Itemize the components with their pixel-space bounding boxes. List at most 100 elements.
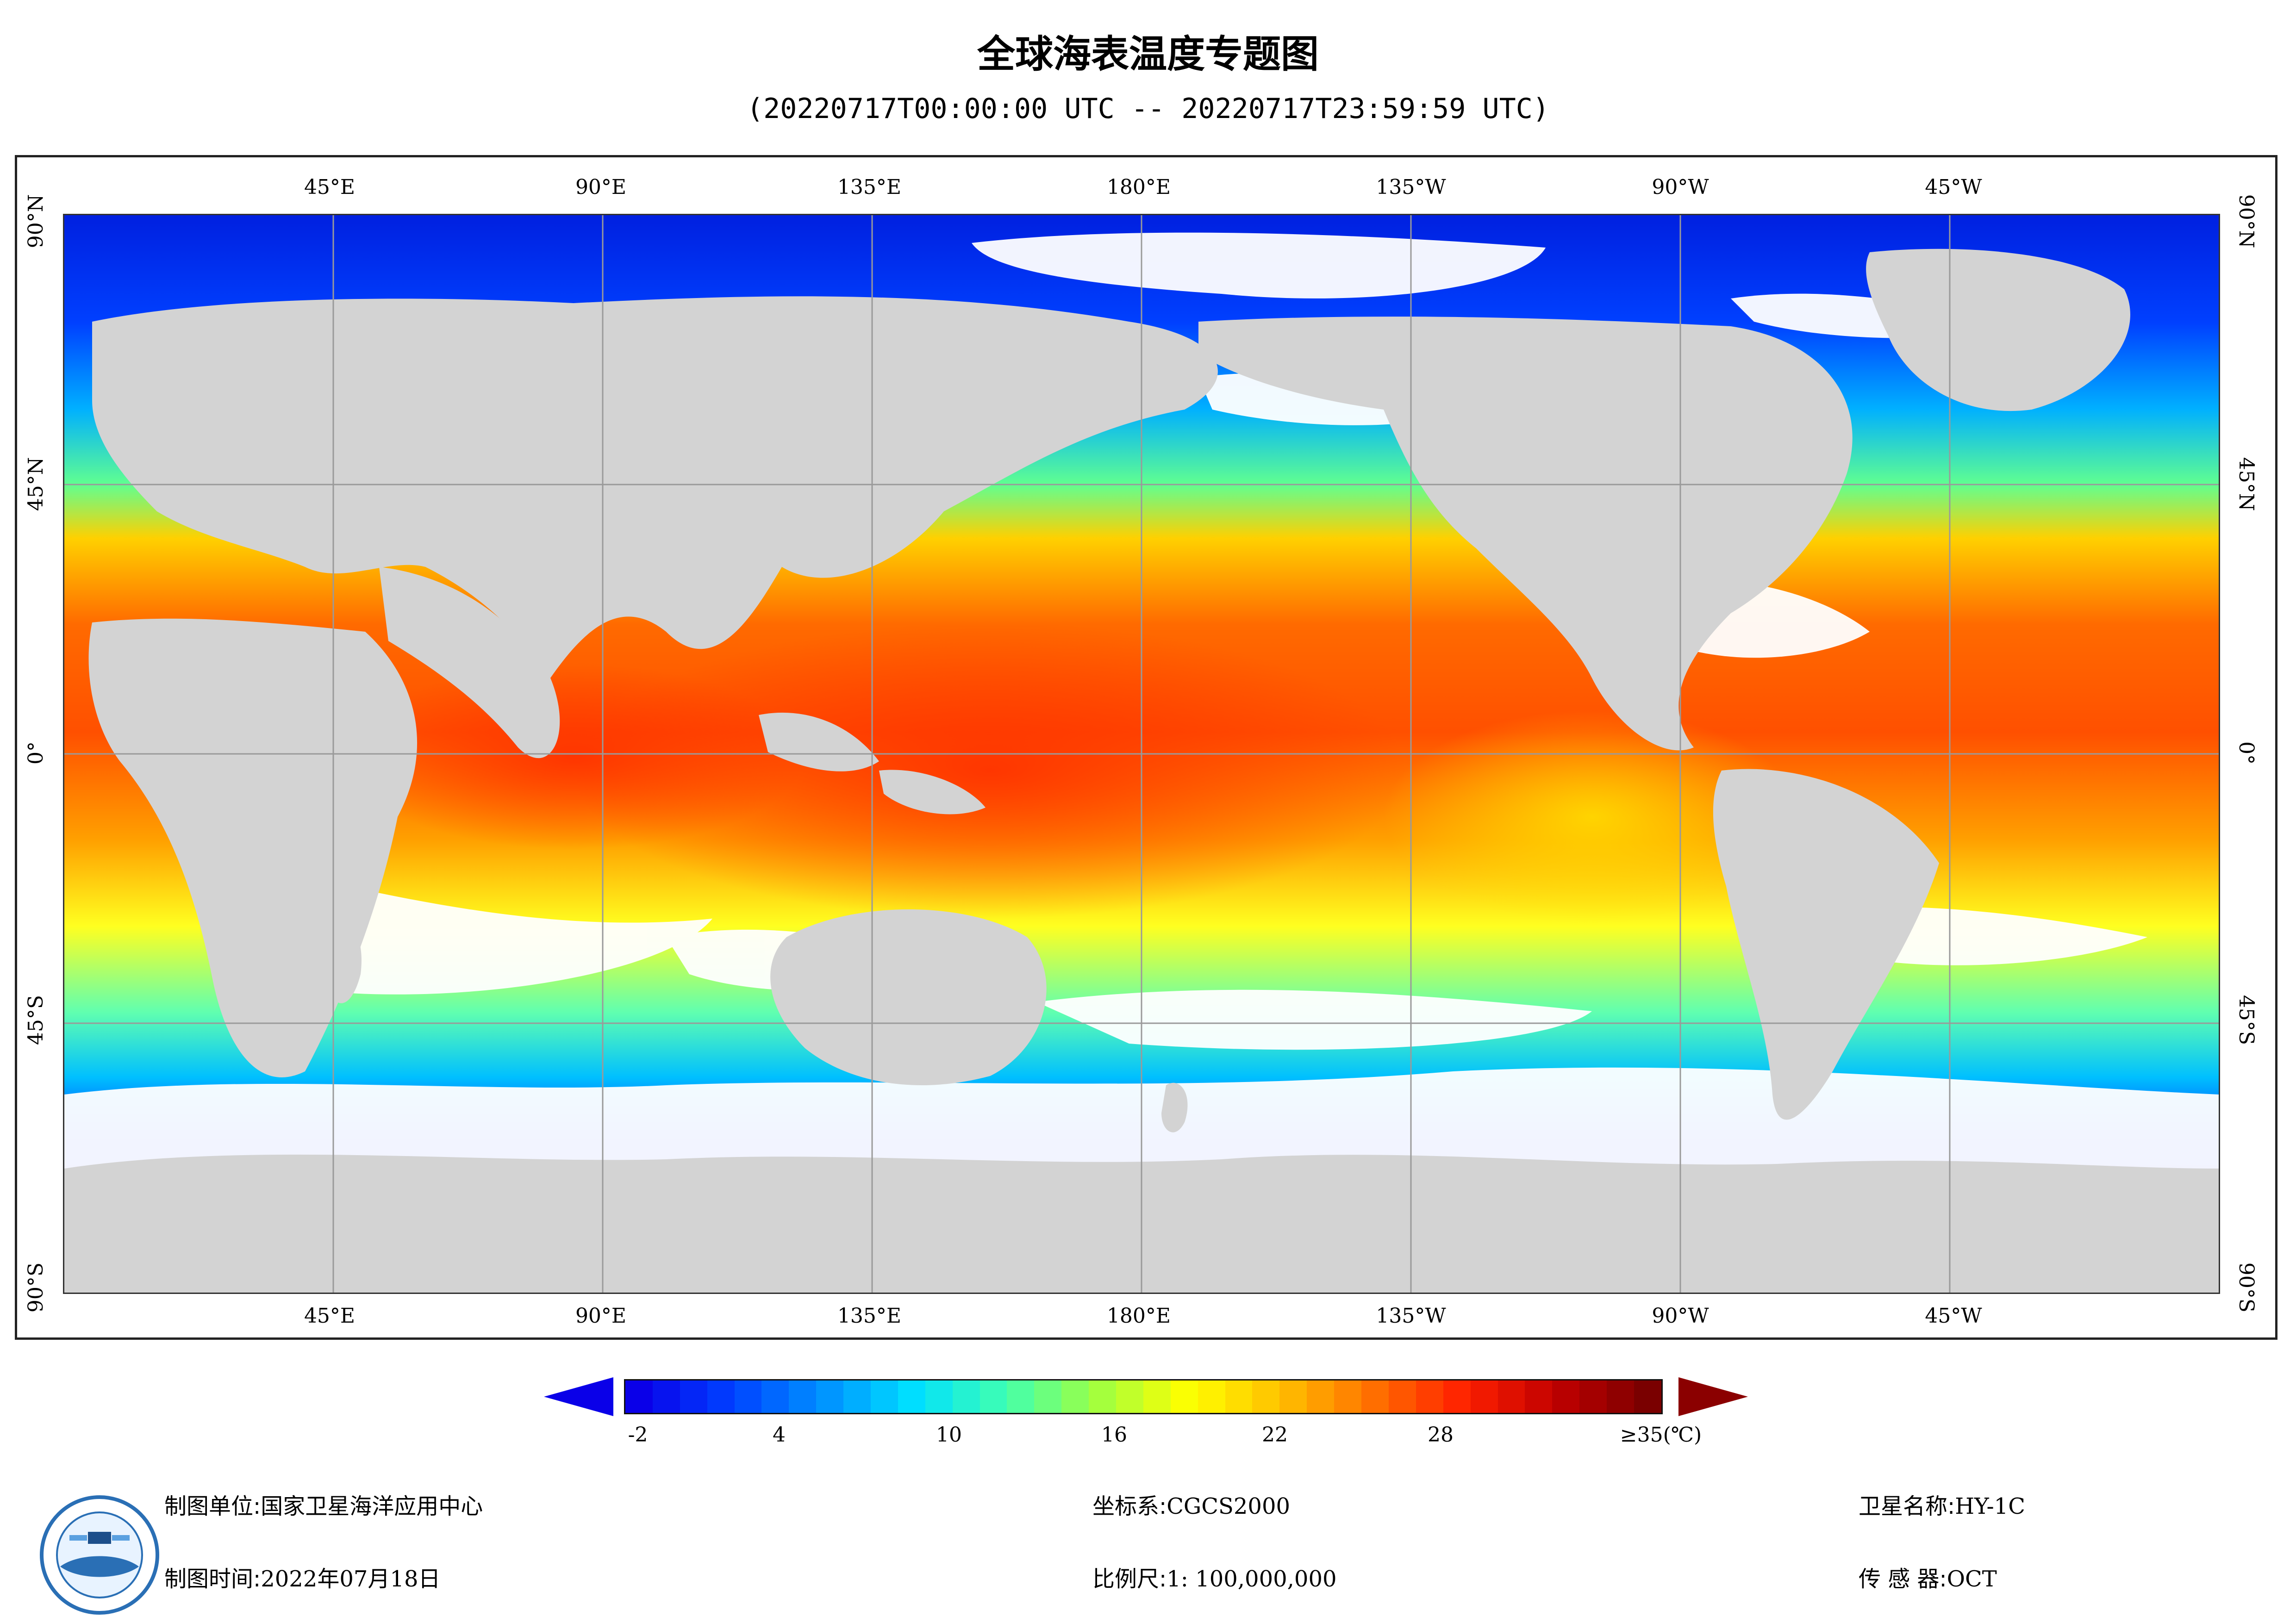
colorbar-segment	[680, 1380, 707, 1413]
colorbar-segment	[1034, 1380, 1062, 1413]
lat-label-right-45s: 45°S	[2234, 995, 2258, 1045]
colorbar-segment	[1252, 1380, 1280, 1413]
colorbar-tick-10: 10	[936, 1423, 962, 1447]
lon-label-top-135e: 135°E	[837, 175, 902, 199]
colorbar-tick-16: 16	[1101, 1423, 1127, 1447]
colorbar-segment	[1470, 1380, 1498, 1413]
satellite-name: 卫星名称:HY-1C	[1859, 1488, 2025, 1520]
sensor-label: 传 感 器:	[1859, 1566, 1947, 1592]
sst-map	[63, 214, 2220, 1294]
colorbar-segment	[1443, 1380, 1471, 1413]
lon-label-bottom-90e: 90°E	[575, 1304, 627, 1328]
colorbar-segment	[734, 1380, 762, 1413]
colorbar-segment	[1525, 1380, 1553, 1413]
colorbar-segment	[1198, 1380, 1225, 1413]
lon-label-bottom-90w: 90°W	[1652, 1304, 1709, 1328]
colorbar-segment	[1225, 1380, 1253, 1413]
colorbar-segment	[1388, 1380, 1416, 1413]
satellite-name-value: HY-1C	[1955, 1493, 2025, 1519]
colorbar-segment	[1634, 1380, 1661, 1413]
lon-label-bottom-45w: 45°W	[1925, 1304, 1982, 1328]
lat-label-left-90n: 90°N	[24, 194, 48, 249]
colorbar-segment	[898, 1380, 925, 1413]
lon-label-top-90w: 90°W	[1652, 175, 1709, 199]
colorbar-segment	[871, 1380, 898, 1413]
map-title: 全球海表温度专题图	[977, 32, 1319, 76]
map-frame	[15, 155, 2277, 1340]
lon-label-top-180e: 180°E	[1106, 175, 1171, 199]
map-time-label: 制图时间:	[164, 1566, 261, 1592]
colorbar-segment	[1607, 1380, 1634, 1413]
lat-label-left-45n: 45°N	[24, 457, 48, 511]
map-time: 制图时间:2022年07月18日	[164, 1561, 441, 1593]
warm-pool	[574, 622, 1407, 919]
coordinate-system-label: 坐标系:	[1092, 1493, 1167, 1519]
lon-label-top-45e: 45°E	[304, 175, 356, 199]
lat-label-right-45n: 45°N	[2234, 457, 2258, 511]
coordinate-system-value: CGCS2000	[1167, 1493, 1291, 1519]
map-time-range: (20220717T00:00:00 UTC -- 20220717T23:59…	[747, 93, 1549, 125]
satellite-name-label: 卫星名称:	[1859, 1493, 1955, 1519]
lon-label-bottom-45e: 45°E	[304, 1304, 356, 1328]
colorbar	[624, 1379, 1663, 1414]
colorbar-segment	[1007, 1380, 1035, 1413]
colorbar-segment	[980, 1380, 1007, 1413]
colorbar-segment	[761, 1380, 789, 1413]
map-unit-value: 国家卫星海洋应用中心	[261, 1493, 483, 1519]
sst-map-raster	[64, 215, 2219, 1293]
colorbar-segment	[925, 1380, 953, 1413]
map-unit: 制图单位:国家卫星海洋应用中心	[164, 1488, 483, 1520]
colorbar-segment	[1334, 1380, 1362, 1413]
colorbar-segment	[1552, 1380, 1580, 1413]
lat-label-left-90s: 90°S	[24, 1262, 48, 1313]
colorbar-segment	[816, 1380, 844, 1413]
lat-label-right-90n: 90°N	[2234, 194, 2258, 249]
colorbar-segment	[1497, 1380, 1525, 1413]
colorbar-tick-neg2: -2	[628, 1423, 648, 1447]
colorbar-segment	[1579, 1380, 1607, 1413]
lon-label-top-45w: 45°W	[1925, 175, 1982, 199]
colorbar-segment	[1279, 1380, 1307, 1413]
map-scale-value: 1: 100,000,000	[1167, 1566, 1337, 1592]
colorbar-segment	[1089, 1380, 1117, 1413]
indian-warm	[342, 664, 805, 849]
coordinate-system: 坐标系:CGCS2000	[1092, 1488, 1290, 1520]
colorbar-segment	[625, 1380, 653, 1413]
colorbar-segment	[843, 1380, 871, 1413]
colorbar-tick-4: 4	[773, 1423, 786, 1447]
colorbar-segment	[789, 1380, 817, 1413]
colorbar-segment	[952, 1380, 980, 1413]
graticule	[64, 215, 2219, 1293]
nsoas-logo	[40, 1495, 159, 1615]
colorbar-tick-22: 22	[1262, 1423, 1288, 1447]
colorbar-segment	[1307, 1380, 1335, 1413]
colorbar-segment	[652, 1380, 680, 1413]
map-scale: 比例尺:1: 100,000,000	[1092, 1561, 1337, 1593]
colorbar-segment	[1170, 1380, 1198, 1413]
colorbar-tick-28: 28	[1428, 1423, 1454, 1447]
lat-label-right-0: 0°	[2234, 741, 2258, 765]
lon-label-top-135w: 135°W	[1376, 175, 1446, 199]
lon-label-bottom-135w: 135°W	[1376, 1304, 1446, 1328]
sensor-value: OCT	[1947, 1566, 1997, 1592]
colorbar-tick-35: ≥35(℃)	[1620, 1423, 1702, 1447]
lat-label-left-45s: 45°S	[24, 995, 48, 1045]
colorbar-segment	[1061, 1380, 1089, 1413]
colorbar-under-arrow	[544, 1377, 613, 1416]
east-pacific-cool	[1384, 710, 1800, 923]
lon-label-bottom-135e: 135°E	[837, 1304, 902, 1328]
colorbar-segment	[707, 1380, 735, 1413]
sensor: 传 感 器:OCT	[1859, 1561, 1997, 1593]
map-scale-label: 比例尺:	[1092, 1566, 1167, 1592]
lon-label-bottom-180e: 180°E	[1106, 1304, 1171, 1328]
lon-label-top-90e: 90°E	[575, 175, 627, 199]
map-unit-label: 制图单位:	[164, 1493, 261, 1519]
lat-label-left-0: 0°	[24, 741, 48, 765]
colorbar-segment	[1143, 1380, 1171, 1413]
colorbar-segment	[1416, 1380, 1443, 1413]
map-time-value: 2022年07月18日	[261, 1566, 441, 1592]
colorbar-segment	[1116, 1380, 1143, 1413]
lat-label-right-90s: 90°S	[2234, 1262, 2258, 1313]
colorbar-over-arrow	[1678, 1377, 1748, 1416]
